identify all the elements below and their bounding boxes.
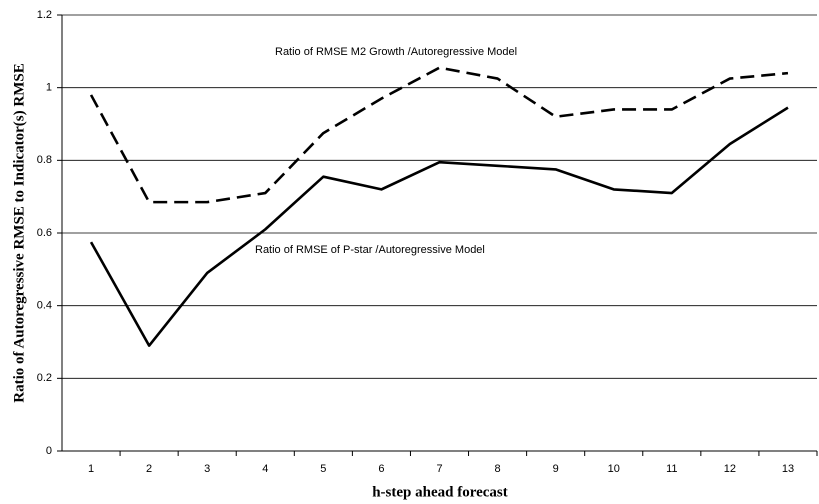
x-tick-label: 10: [608, 463, 620, 475]
y-tick-label: 0.8: [37, 154, 52, 166]
x-tick-label: 1: [88, 463, 94, 475]
y-tick-label: 0.4: [37, 300, 52, 312]
x-tick-label: 12: [724, 463, 736, 475]
x-tick-label: 4: [262, 463, 268, 475]
x-axis-label: h-step ahead forecast: [372, 484, 508, 500]
series-line: [89, 106, 789, 347]
y-tick-label: 0.6: [37, 227, 52, 239]
y-tick-label: 0.2: [37, 372, 52, 384]
series-annotation: Ratio of RMSE of P-star /Autoregressive …: [255, 244, 485, 256]
series-annotation: Ratio of RMSE M2 Growth /Autoregressive …: [275, 46, 517, 58]
y-tick-label: 1.2: [37, 9, 52, 21]
x-tick-label: 11: [666, 463, 677, 475]
series-line: [89, 66, 789, 204]
x-tick-label: 8: [495, 463, 501, 475]
y-tick-label: 0: [46, 445, 52, 457]
x-tick-label: 5: [320, 463, 326, 475]
y-axis-label: Ratio of Autoregressive RMSE to Indicato…: [11, 63, 27, 402]
x-tick-label: 13: [782, 463, 794, 475]
x-tick-label: 6: [378, 463, 384, 475]
x-tick-label: 3: [204, 463, 210, 475]
x-tick-label: 9: [553, 463, 559, 475]
y-tick-label: 1: [46, 82, 52, 94]
x-tick-label: 2: [146, 463, 152, 475]
x-tick-label: 7: [436, 463, 442, 475]
